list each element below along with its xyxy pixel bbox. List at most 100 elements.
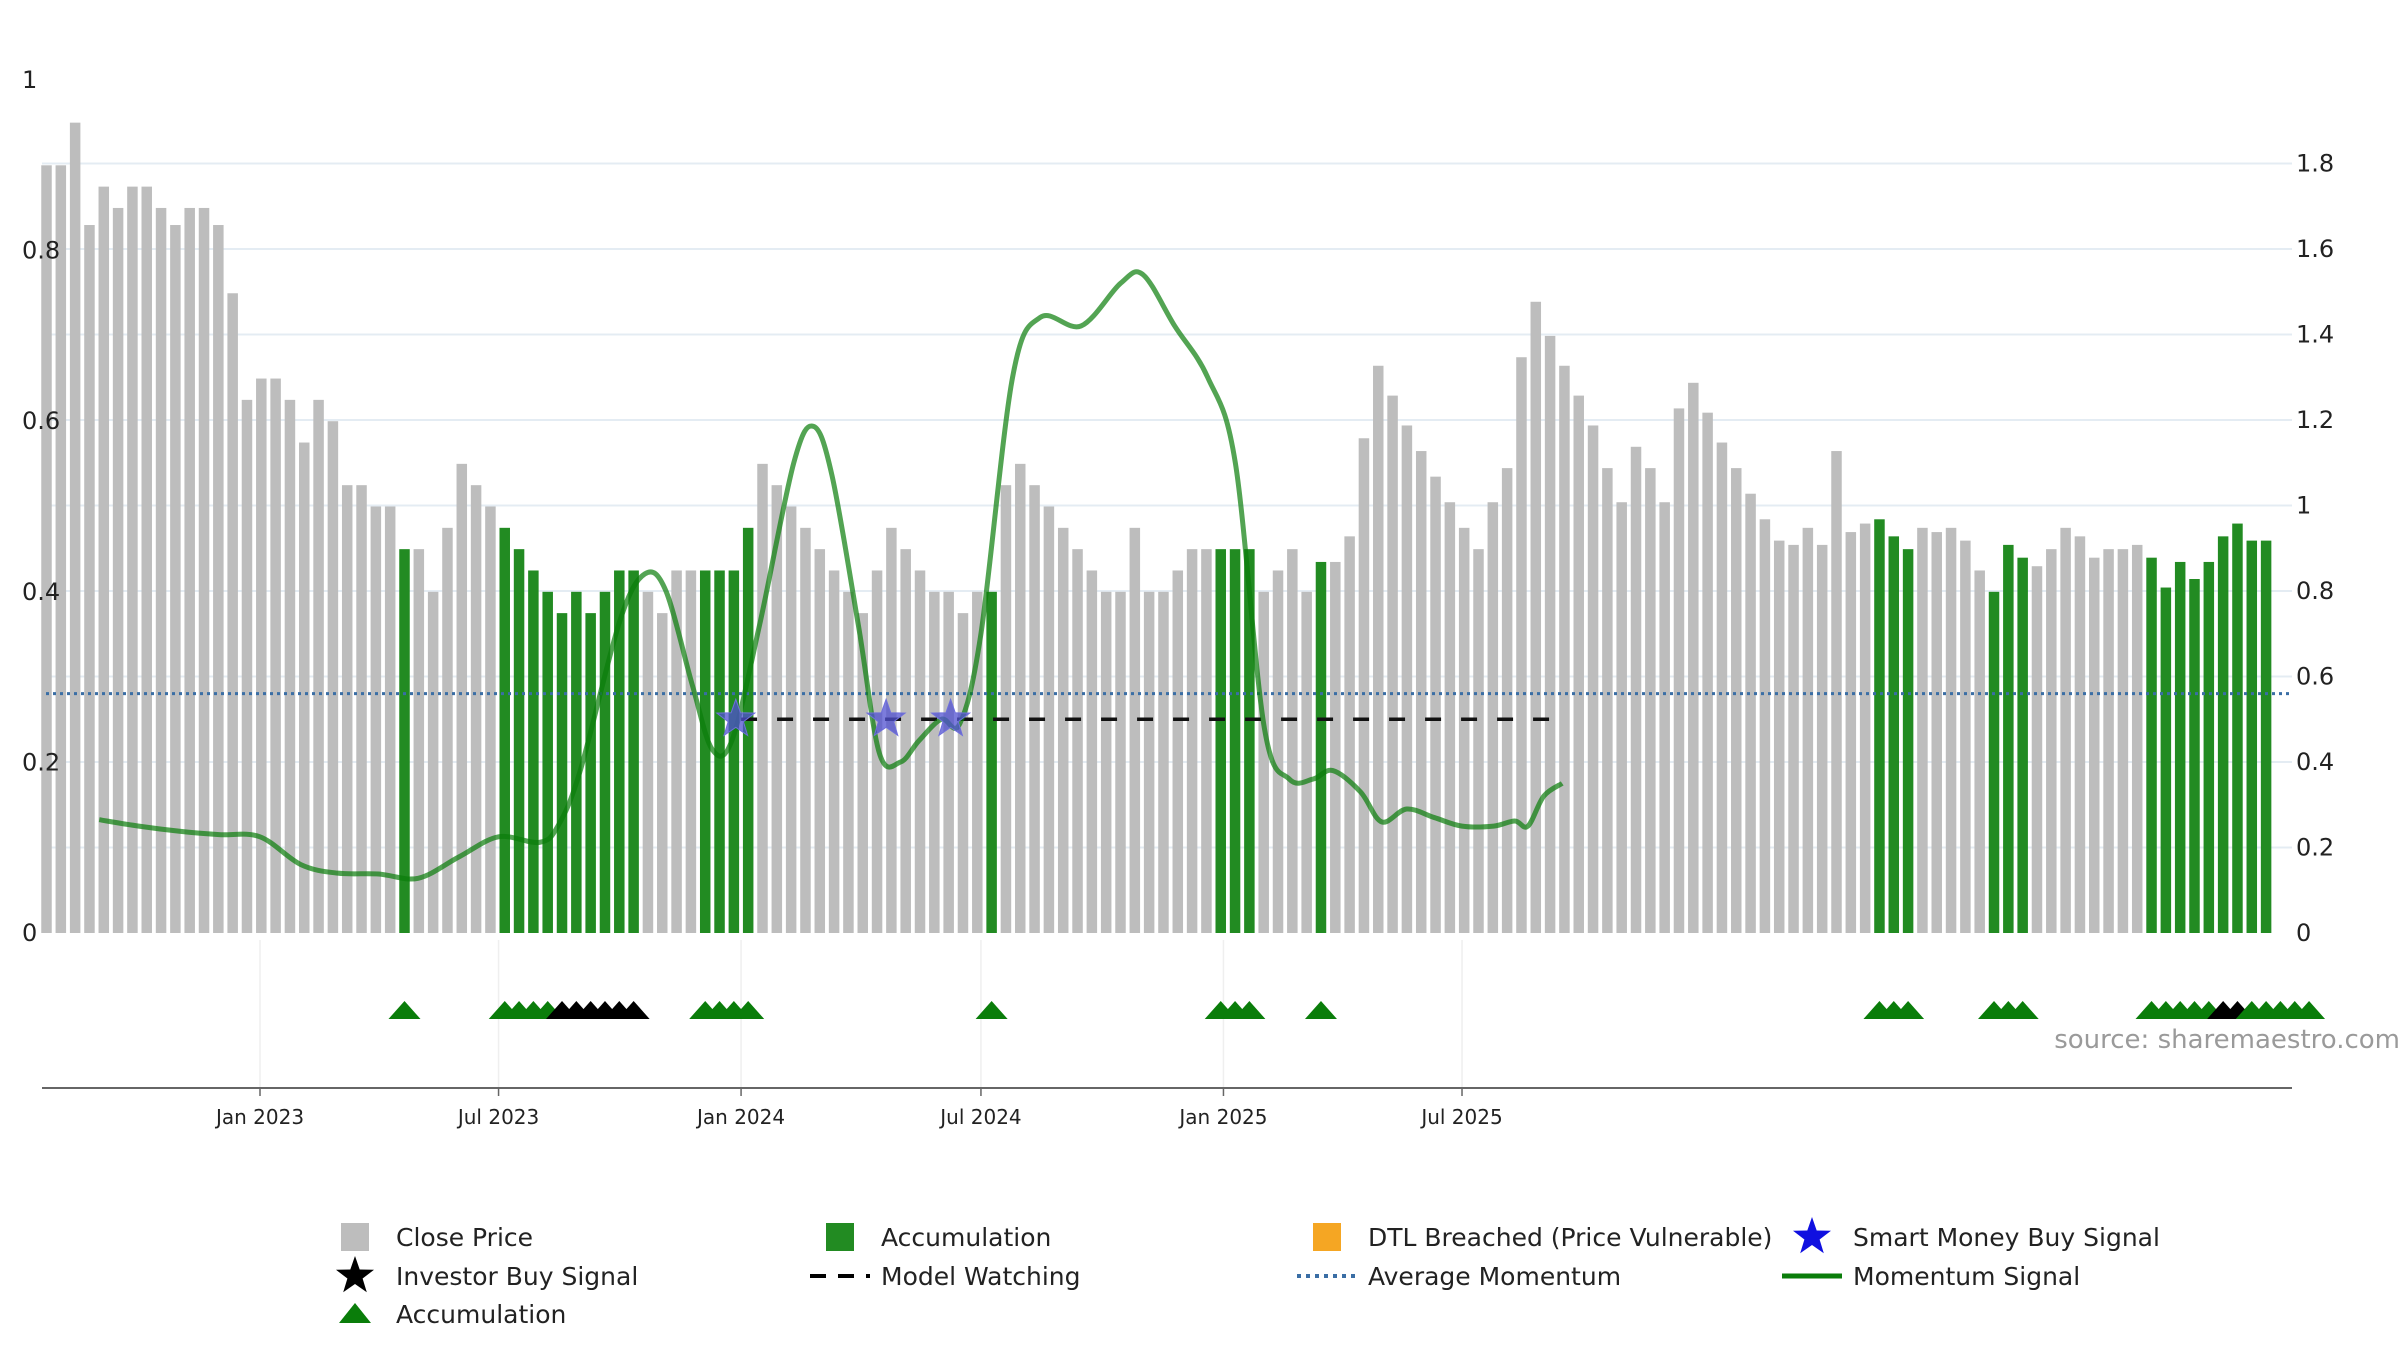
signal-markers bbox=[388, 697, 2326, 1019]
accumulation-bar bbox=[2174, 561, 2186, 933]
price-bar bbox=[957, 613, 969, 933]
left-y-tick-label: 0.6 bbox=[22, 407, 60, 435]
price-bar bbox=[1115, 591, 1126, 933]
source-text: source: sharemaestro.com bbox=[2054, 1025, 2400, 1055]
price-bar bbox=[1487, 502, 1499, 933]
price-bar bbox=[1358, 438, 1370, 933]
legend-star-icon bbox=[1793, 1217, 1831, 1254]
accumulation-bar bbox=[2146, 557, 2157, 933]
price-bar bbox=[198, 207, 210, 933]
accumulation-bar bbox=[714, 570, 725, 933]
accumulation-bar bbox=[1315, 561, 1327, 933]
price-bar bbox=[972, 591, 983, 933]
right-y-tick-label: 0.4 bbox=[2296, 748, 2334, 776]
right-y-tick-label: 0.2 bbox=[2296, 834, 2334, 862]
price-bar bbox=[1172, 570, 1184, 933]
accumulation-bar bbox=[614, 570, 625, 933]
price-bar bbox=[370, 506, 382, 933]
smart-money-buy-star bbox=[865, 697, 907, 737]
price-bar bbox=[914, 570, 926, 933]
price-bar bbox=[1702, 412, 1713, 933]
price-bar bbox=[671, 570, 682, 933]
price-bar bbox=[1931, 532, 1942, 933]
accumulation-bar bbox=[2203, 561, 2215, 933]
left-y-tick-label: 0.8 bbox=[22, 237, 60, 265]
price-bar bbox=[427, 591, 439, 933]
price-bar bbox=[657, 613, 668, 933]
accumulation-bar bbox=[728, 570, 740, 933]
price-bar bbox=[1559, 365, 1570, 933]
accumulation-bar bbox=[599, 591, 611, 933]
price-bar bbox=[1773, 540, 1785, 933]
price-bar bbox=[313, 399, 324, 933]
legend-label: Accumulation bbox=[396, 1300, 566, 1329]
left-y-tick-label: 0.4 bbox=[22, 578, 60, 606]
legend-swatch bbox=[1313, 1223, 1341, 1251]
price-bar bbox=[155, 207, 167, 933]
x-tick-label: Jul 2025 bbox=[1419, 1105, 1502, 1129]
accumulation-bar bbox=[742, 527, 754, 933]
accumulation-triangle bbox=[975, 1001, 1008, 1019]
accumulation-bar bbox=[986, 591, 997, 933]
left-y-tick-label: 0.2 bbox=[22, 748, 60, 776]
price-bar bbox=[843, 591, 854, 933]
price-bar bbox=[456, 463, 468, 933]
right-y-tick-label: 0.8 bbox=[2296, 577, 2334, 605]
right-y-tick-label: 1.6 bbox=[2296, 235, 2334, 263]
price-bar bbox=[1530, 301, 1542, 933]
price-bar bbox=[384, 506, 396, 933]
accumulation-triangle bbox=[1892, 1001, 1925, 1019]
price-bar bbox=[1100, 591, 1112, 933]
accumulation-bar bbox=[1902, 549, 1914, 933]
price-bar bbox=[299, 442, 310, 933]
accumulation-bar bbox=[2003, 544, 2014, 933]
legend-item: Close Price bbox=[341, 1223, 533, 1252]
price-bar bbox=[1373, 365, 1384, 933]
x-tick-label: Jul 2023 bbox=[456, 1105, 539, 1129]
accumulation-bar bbox=[542, 591, 553, 933]
accumulation-triangle bbox=[388, 1001, 421, 1019]
price-bar bbox=[1057, 527, 1069, 933]
accumulation-bar bbox=[556, 613, 568, 933]
price-bar bbox=[800, 527, 811, 933]
price-bar bbox=[1344, 536, 1355, 933]
price-bar bbox=[1501, 468, 1513, 933]
price-bar bbox=[1387, 395, 1398, 933]
legend-label: Average Momentum bbox=[1368, 1262, 1621, 1291]
price-bar bbox=[1015, 463, 1026, 933]
price-bar bbox=[1516, 357, 1527, 934]
price-bar bbox=[1831, 451, 1842, 933]
price-bar bbox=[1945, 527, 1957, 933]
price-bar bbox=[227, 293, 238, 933]
price-bar bbox=[929, 591, 940, 933]
price-bar bbox=[2060, 527, 2071, 933]
price-bar bbox=[1544, 335, 1556, 933]
price-bar bbox=[771, 485, 783, 933]
signal-lines bbox=[46, 269, 2292, 882]
price-bar bbox=[642, 591, 654, 933]
price-bar bbox=[1688, 382, 1699, 933]
smart-money-buy-star bbox=[715, 697, 757, 737]
right-y-tick-label: 0 bbox=[2296, 919, 2311, 947]
price-bar bbox=[1029, 485, 1040, 933]
price-bar bbox=[1616, 502, 1627, 933]
price-bar bbox=[485, 506, 496, 933]
price-bar bbox=[1415, 451, 1427, 933]
price-bar bbox=[1201, 549, 1212, 933]
investor-buy-marker bbox=[617, 1001, 650, 1019]
price-bar bbox=[757, 463, 768, 933]
price-bar bbox=[900, 549, 911, 933]
price-bar bbox=[170, 225, 181, 933]
price-bar bbox=[685, 570, 697, 933]
price-bar bbox=[1158, 591, 1169, 933]
legend: Close Price Accumulation DTL Breached (Pri… bbox=[336, 1217, 2160, 1329]
accumulation-bar bbox=[1888, 536, 1900, 933]
accumulation-bar bbox=[1215, 549, 1226, 933]
legend-swatch bbox=[826, 1223, 854, 1251]
legend-item: Average Momentum bbox=[1297, 1262, 1621, 1291]
accumulation-bar bbox=[1244, 549, 1255, 933]
price-bar bbox=[41, 165, 52, 934]
price-bar bbox=[1143, 591, 1155, 933]
price-bar bbox=[1086, 570, 1098, 933]
